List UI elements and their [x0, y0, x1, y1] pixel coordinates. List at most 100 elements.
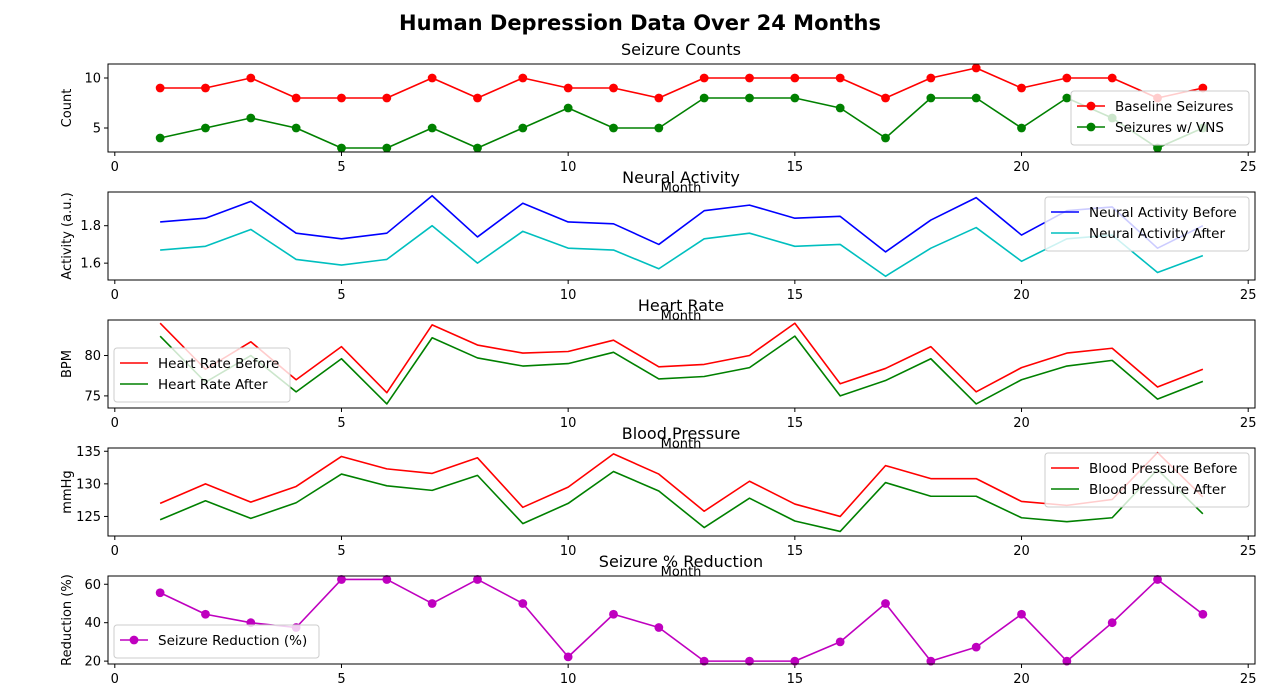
data-point [1017, 123, 1026, 133]
data-point [382, 143, 392, 153]
legend-label: Baseline Seizures [1115, 99, 1233, 115]
y-axis-label: Activity (a.u.) [60, 192, 75, 279]
y-tick-label: 20 [84, 655, 101, 670]
y-tick-label: 130 [76, 477, 101, 492]
data-point [427, 123, 437, 133]
axes-frame [107, 447, 1256, 537]
data-point [1198, 83, 1208, 93]
x-tick-label: 25 [1240, 416, 1257, 431]
legend-box [113, 347, 291, 403]
legend-box [1070, 90, 1250, 146]
data-point [745, 656, 754, 666]
legend-label: Heart Rate Before [158, 356, 279, 372]
y-tick-label: 40 [84, 616, 101, 631]
data-point [926, 93, 936, 103]
chart-title: Heart Rate [638, 296, 724, 315]
x-tick-label: 0 [111, 160, 119, 175]
x-tick-label: 20 [1013, 416, 1030, 431]
data-point [699, 656, 709, 666]
data-point [609, 83, 618, 93]
data-point [654, 623, 664, 632]
legend: Baseline Seizures Seizures w/ VNS [1070, 90, 1250, 146]
x-tick-label: 15 [787, 288, 804, 303]
series-line-2 [159, 468, 1204, 533]
axes-frame [107, 63, 1256, 153]
data-point [971, 642, 981, 652]
axes-frame [107, 575, 1256, 665]
data-point [745, 73, 754, 83]
legend-label: Blood Pressure After [1089, 482, 1226, 498]
data-point [1062, 93, 1072, 103]
data-point [1062, 73, 1072, 83]
x-tick-label: 20 [1013, 288, 1030, 303]
x-tick-label: 5 [337, 672, 345, 687]
data-point [790, 656, 800, 666]
data-point [155, 83, 165, 93]
x-tick-label: 0 [111, 672, 119, 687]
data-point [155, 133, 165, 143]
x-tick-label: 5 [337, 544, 345, 559]
data-point [427, 73, 437, 83]
legend-label: Seizure Reduction (%) [158, 633, 307, 649]
series-line-2 [159, 97, 1204, 149]
legend-marker [1086, 101, 1096, 111]
axes-frame [107, 319, 1256, 409]
legend-label: Heart Rate After [158, 377, 268, 393]
data-point [155, 588, 165, 598]
x-tick-label: 10 [560, 672, 577, 687]
series-line-1 [160, 194, 1204, 253]
data-point [609, 609, 618, 619]
series-line-1 [159, 322, 1204, 394]
legend: Neural Activity Before Neural Activity Af… [1044, 196, 1250, 252]
data-point [427, 599, 437, 608]
data-point [699, 73, 709, 83]
x-tick-label: 15 [787, 160, 804, 175]
data-point [790, 93, 800, 103]
x-tick-label: 10 [560, 288, 577, 303]
legend: Blood Pressure Before Blood Pressure Afte… [1044, 452, 1250, 508]
x-tick-label: 20 [1013, 160, 1030, 175]
data-point [563, 103, 573, 113]
x-tick-label: 15 [787, 416, 804, 431]
x-tick-label: 15 [787, 672, 804, 687]
series-line-1 [159, 451, 1204, 518]
y-tick-label: 125 [76, 510, 101, 525]
data-point [382, 93, 392, 103]
series-line-2 [160, 224, 1204, 278]
data-point [201, 123, 210, 133]
y-tick-label: 80 [84, 349, 101, 364]
legend-box [1044, 452, 1250, 508]
data-point [926, 73, 936, 83]
x-tick-label: 25 [1240, 160, 1257, 175]
x-tick-label: 10 [560, 544, 577, 559]
data-point [609, 123, 618, 133]
data-point [881, 133, 890, 143]
x-tick-label: 10 [560, 160, 577, 175]
series-line-1 [159, 578, 1204, 662]
data-point [1017, 609, 1026, 619]
data-point [473, 93, 482, 103]
legend-box [113, 624, 320, 659]
data-point [881, 93, 890, 103]
legend-label: Seizures w/ VNS [1115, 120, 1224, 136]
data-point [835, 637, 845, 647]
data-point [1153, 143, 1162, 153]
data-point [201, 83, 210, 93]
chart-title: Blood Pressure [622, 424, 741, 443]
chart-title: Seizure % Reduction [599, 552, 763, 571]
data-point [518, 123, 528, 133]
x-tick-label: 10 [560, 416, 577, 431]
x-tick-label: 0 [111, 544, 119, 559]
data-point [1062, 656, 1072, 666]
data-point [563, 83, 573, 93]
data-point [246, 113, 256, 123]
data-point [337, 93, 346, 103]
data-point [926, 656, 936, 666]
legend-box [1044, 196, 1250, 252]
data-point [699, 93, 709, 103]
data-point [654, 93, 664, 103]
